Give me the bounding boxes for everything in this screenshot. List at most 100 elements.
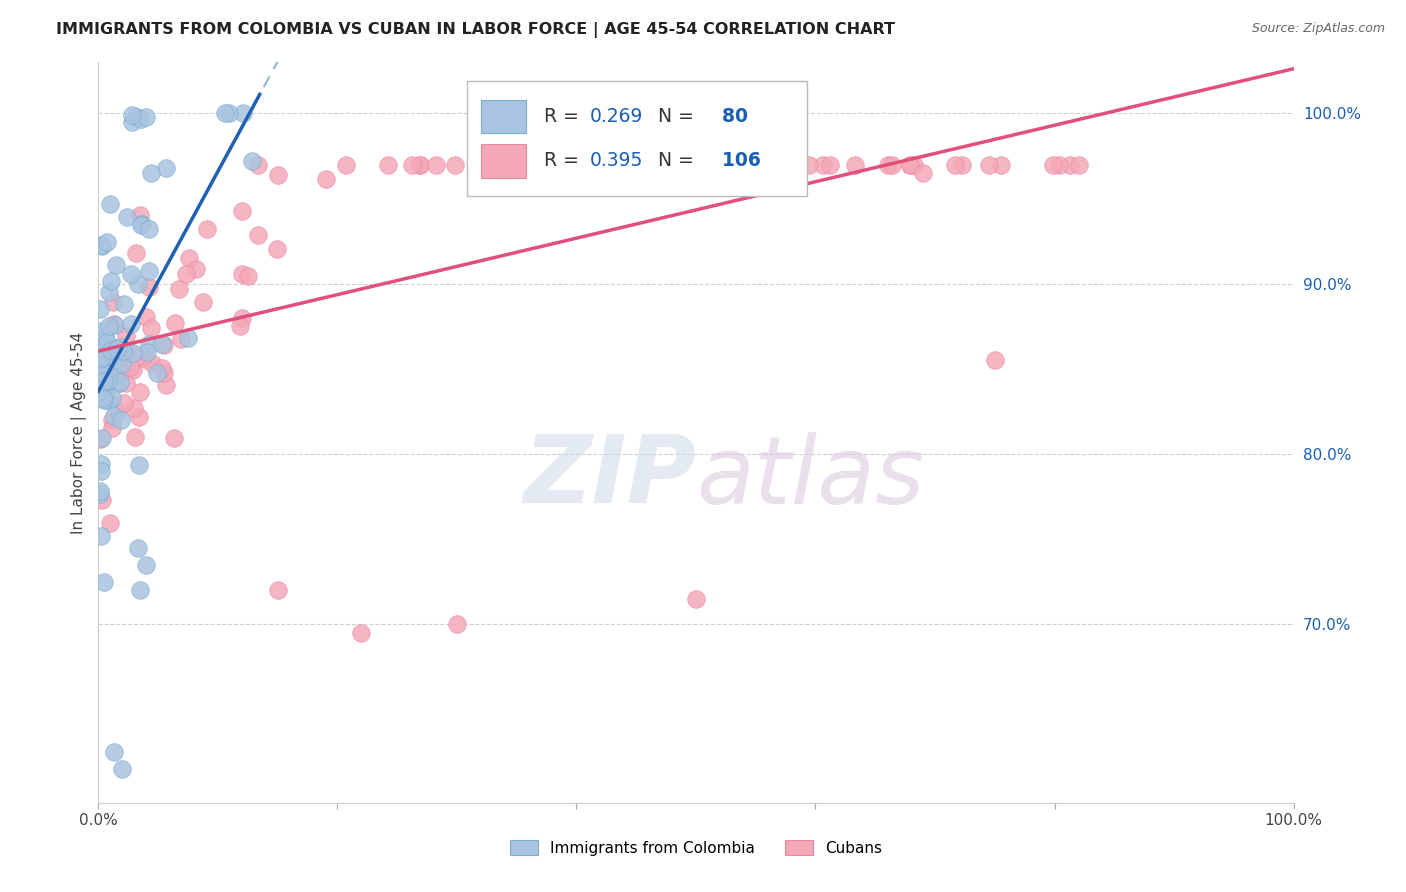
Point (984, 353, 1007, 368)
Point (138, 263, 160, 277)
Point (776, 157, 799, 171)
Point (96, 334, 118, 349)
Point (138, 337, 160, 351)
Point (184, 262, 207, 277)
Point (138, 280, 160, 294)
Point (121, 346, 143, 360)
Point (120, 318, 142, 332)
Point (93, 374, 115, 388)
Point (97, 393, 120, 408)
Legend: Immigrants from Colombia, Cubans: Immigrants from Colombia, Cubans (503, 834, 889, 862)
Point (335, 157, 357, 171)
Point (561, 157, 583, 171)
Point (1067, 157, 1090, 171)
FancyBboxPatch shape (481, 145, 526, 178)
Point (191, 295, 214, 310)
Point (97, 373, 120, 387)
Point (1047, 157, 1070, 171)
Point (811, 157, 834, 171)
Point (195, 222, 218, 236)
Point (111, 762, 134, 776)
Point (152, 360, 174, 375)
Point (129, 208, 152, 222)
Point (129, 219, 152, 233)
Point (163, 431, 186, 445)
Point (114, 376, 136, 391)
Point (898, 157, 921, 171)
Text: 106: 106 (709, 152, 761, 170)
Point (128, 410, 150, 425)
Point (444, 157, 467, 171)
Point (105, 377, 128, 392)
Point (231, 203, 253, 218)
Point (90, 351, 112, 365)
Point (127, 349, 149, 363)
Point (105, 258, 128, 272)
Point (516, 157, 538, 171)
Point (117, 211, 139, 225)
Point (91, 343, 114, 357)
Point (98, 516, 121, 531)
Point (229, 319, 252, 334)
Point (898, 157, 921, 171)
Point (1042, 157, 1064, 171)
Point (266, 168, 288, 182)
Point (93, 386, 115, 401)
Point (103, 745, 125, 759)
Point (214, 106, 236, 120)
Point (89, 339, 111, 353)
FancyBboxPatch shape (481, 100, 526, 133)
Point (527, 157, 550, 171)
Point (626, 157, 648, 171)
Point (267, 582, 290, 597)
Point (142, 357, 165, 371)
Point (167, 282, 190, 296)
Point (89, 360, 111, 375)
Point (128, 384, 150, 399)
Point (93, 393, 115, 408)
Point (135, 110, 157, 124)
Point (107, 362, 129, 376)
Point (98, 197, 121, 211)
Point (89, 487, 111, 501)
Point (101, 391, 124, 405)
Point (516, 157, 538, 171)
Point (89, 483, 111, 498)
Point (247, 227, 270, 242)
Point (134, 351, 156, 366)
Point (586, 157, 609, 171)
Point (165, 316, 187, 330)
Point (97, 319, 120, 334)
Point (91, 492, 114, 507)
Point (112, 343, 135, 358)
Point (104, 318, 127, 332)
Point (174, 267, 197, 281)
Point (101, 294, 124, 309)
Point (350, 625, 373, 640)
Point (315, 172, 337, 186)
Point (122, 363, 145, 377)
Point (108, 340, 131, 354)
Point (785, 157, 807, 171)
Point (231, 268, 253, 282)
Point (124, 429, 146, 443)
Point (98, 285, 121, 299)
Point (247, 157, 270, 171)
Text: atlas: atlas (696, 432, 924, 523)
Point (695, 157, 717, 171)
Point (170, 332, 193, 346)
Text: N =: N = (658, 152, 700, 170)
Point (101, 340, 124, 354)
Point (90, 368, 112, 383)
Point (155, 378, 177, 392)
Text: 0.269: 0.269 (589, 107, 643, 126)
Point (152, 338, 174, 352)
Point (90, 431, 112, 445)
Point (101, 421, 124, 435)
Text: ZIP: ZIP (523, 431, 696, 523)
Point (377, 157, 399, 171)
Point (574, 157, 596, 171)
Point (127, 277, 149, 292)
Point (240, 154, 263, 169)
Point (110, 375, 132, 389)
